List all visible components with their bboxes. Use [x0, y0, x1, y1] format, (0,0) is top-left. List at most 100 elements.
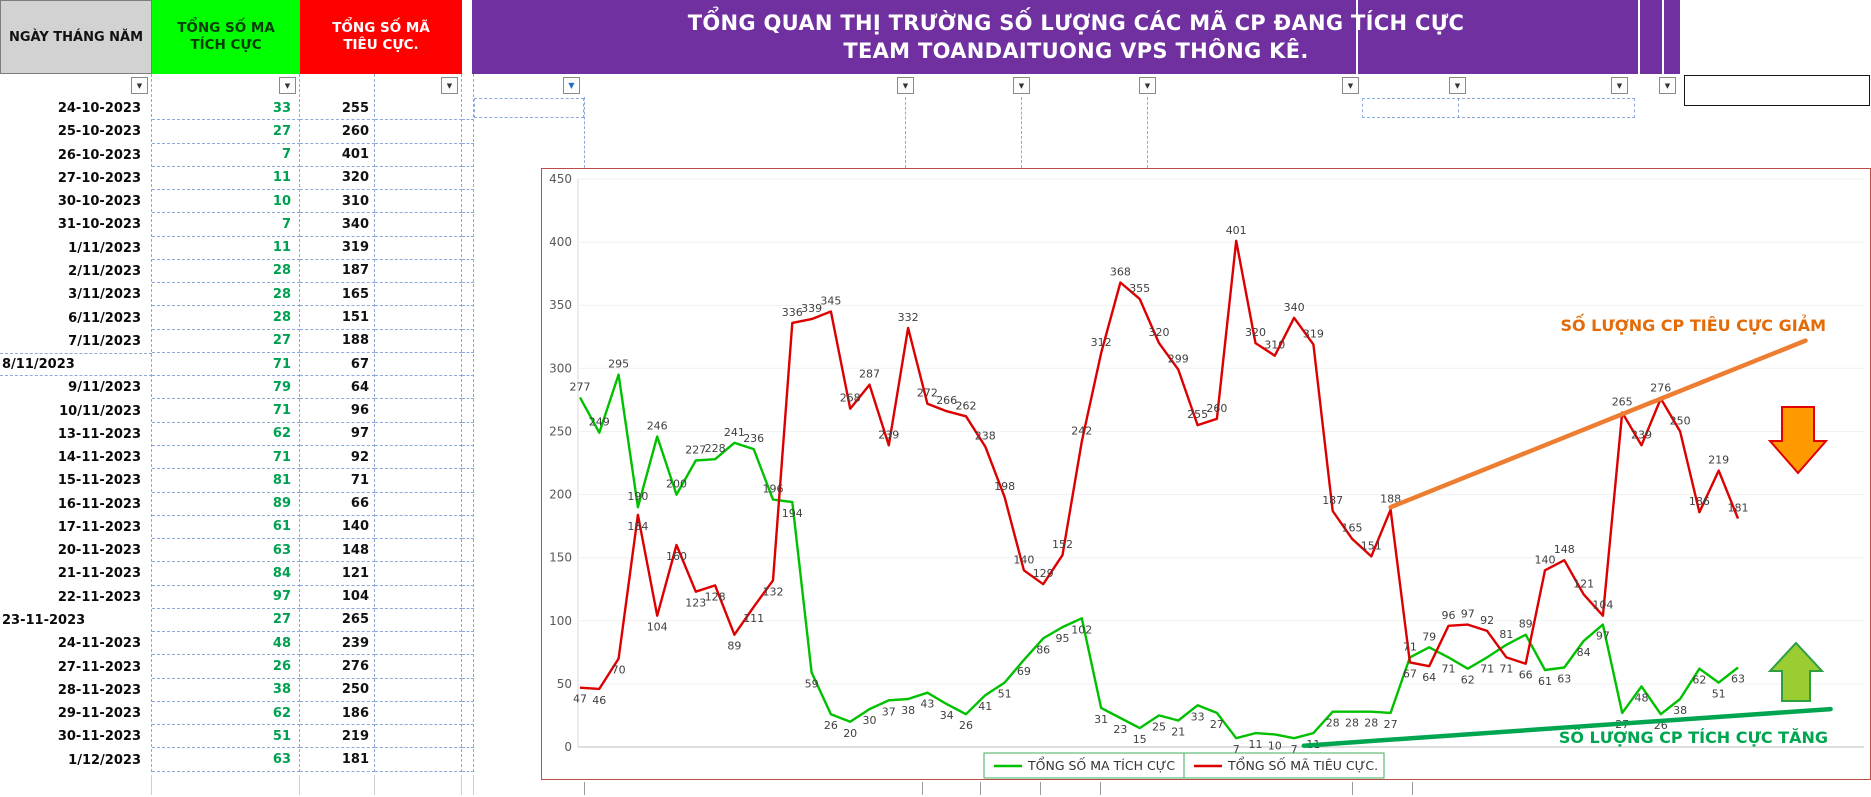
- negative-count-cell[interactable]: 219: [300, 725, 375, 749]
- empty-cell[interactable]: [375, 237, 462, 260]
- positive-count-cell[interactable]: 89: [152, 493, 300, 516]
- negative-count-cell[interactable]: 148: [300, 539, 375, 563]
- date-cell[interactable]: 27-10-2023: [57, 170, 141, 186]
- positive-column-header[interactable]: TỔNG SỐ MA TÍCH CỰC: [152, 0, 300, 74]
- empty-cell[interactable]: [462, 632, 474, 656]
- date-cell[interactable]: 22-11-2023: [57, 589, 141, 605]
- negative-count-cell[interactable]: 92: [300, 446, 375, 470]
- negative-count-cell[interactable]: 319: [300, 237, 375, 260]
- empty-cell[interactable]: [462, 539, 474, 563]
- empty-bordered-cell[interactable]: [1684, 75, 1870, 106]
- empty-cell[interactable]: [375, 702, 462, 726]
- date-cell[interactable]: 27-11-2023: [57, 659, 141, 675]
- negative-count-cell[interactable]: 340: [300, 213, 375, 237]
- date-cell[interactable]: 10/11/2023: [59, 403, 141, 419]
- filter-dropdown-button[interactable]: ▼: [279, 77, 296, 94]
- positive-count-cell[interactable]: 7: [152, 144, 300, 167]
- positive-count-cell[interactable]: 81: [152, 469, 300, 493]
- empty-cell[interactable]: [375, 446, 462, 470]
- empty-cell[interactable]: [462, 609, 474, 633]
- empty-cell[interactable]: [462, 260, 474, 284]
- empty-cell[interactable]: [462, 237, 474, 260]
- empty-cell[interactable]: [375, 423, 462, 446]
- date-cell[interactable]: 26-10-2023: [57, 147, 141, 163]
- positive-count-cell[interactable]: 48: [152, 632, 300, 656]
- filter-dropdown-button[interactable]: ▼: [441, 77, 458, 94]
- empty-cell[interactable]: [375, 469, 462, 493]
- date-cell[interactable]: 13-11-2023: [57, 426, 141, 442]
- negative-column-header[interactable]: TỔNG SỐ MÃ TIÊU CỰC.: [300, 0, 462, 74]
- empty-cell[interactable]: [462, 469, 474, 493]
- negative-count-cell[interactable]: 140: [300, 516, 375, 540]
- empty-cell[interactable]: [462, 97, 474, 121]
- positive-count-cell[interactable]: 61: [152, 516, 300, 540]
- empty-cell[interactable]: [375, 167, 462, 191]
- positive-count-cell[interactable]: 7: [152, 213, 300, 237]
- negative-count-cell[interactable]: 96: [300, 399, 375, 423]
- positive-count-cell[interactable]: 84: [152, 562, 300, 586]
- negative-count-cell[interactable]: 310: [300, 190, 375, 214]
- date-cell[interactable]: 8/11/2023: [0, 352, 152, 377]
- date-cell[interactable]: 30-10-2023: [57, 194, 141, 210]
- empty-cell[interactable]: [462, 167, 474, 191]
- date-cell[interactable]: 2/11/2023: [68, 263, 141, 279]
- empty-cell[interactable]: [375, 399, 462, 423]
- positive-count-cell[interactable]: 71: [152, 399, 300, 423]
- date-cell[interactable]: 1/11/2023: [68, 240, 141, 256]
- negative-count-cell[interactable]: 255: [300, 97, 375, 121]
- date-cell[interactable]: 3/11/2023: [68, 287, 141, 303]
- empty-cell[interactable]: [462, 283, 474, 307]
- empty-cell[interactable]: [375, 562, 462, 586]
- positive-count-cell[interactable]: 38: [152, 679, 300, 702]
- date-cell[interactable]: 15-11-2023: [57, 473, 141, 489]
- positive-count-cell[interactable]: 27: [152, 609, 300, 633]
- date-cell[interactable]: 25-10-2023: [57, 124, 141, 140]
- empty-cell[interactable]: [462, 376, 474, 400]
- positive-count-cell[interactable]: 11: [152, 237, 300, 260]
- positive-count-cell[interactable]: 79: [152, 376, 300, 400]
- empty-cell[interactable]: [462, 493, 474, 516]
- date-cell[interactable]: 17-11-2023: [57, 519, 141, 535]
- empty-cell[interactable]: [462, 190, 474, 214]
- empty-cell[interactable]: [462, 306, 474, 330]
- filter-dropdown-button[interactable]: ▼: [1013, 77, 1030, 94]
- empty-cell[interactable]: [462, 120, 474, 144]
- date-cell[interactable]: 30-11-2023: [57, 729, 141, 745]
- market-overview-chart[interactable]: 0 50 100 150 200 250 300 350 400 450 277 47 249 46 295…: [541, 168, 1871, 780]
- date-cell[interactable]: 16-11-2023: [57, 496, 141, 512]
- negative-count-cell[interactable]: 276: [300, 655, 375, 679]
- empty-cell[interactable]: [462, 423, 474, 446]
- empty-cell[interactable]: [375, 632, 462, 656]
- negative-count-cell[interactable]: 71: [300, 469, 375, 493]
- empty-cell[interactable]: [375, 260, 462, 284]
- negative-count-cell[interactable]: 265: [300, 609, 375, 633]
- negative-count-cell[interactable]: 104: [300, 586, 375, 609]
- negative-count-cell[interactable]: 260: [300, 120, 375, 144]
- positive-count-cell[interactable]: 28: [152, 283, 300, 307]
- positive-count-cell[interactable]: 62: [152, 702, 300, 726]
- date-cell[interactable]: 14-11-2023: [57, 450, 141, 466]
- empty-cell[interactable]: [375, 97, 462, 121]
- empty-dashed-cell[interactable]: [1362, 98, 1635, 118]
- positive-count-cell[interactable]: 63: [152, 539, 300, 563]
- empty-cell[interactable]: [462, 353, 474, 377]
- empty-cell[interactable]: [375, 725, 462, 749]
- positive-count-cell[interactable]: 27: [152, 330, 300, 353]
- empty-cell[interactable]: [462, 330, 474, 353]
- empty-cell[interactable]: [375, 376, 462, 400]
- negative-count-cell[interactable]: 181: [300, 748, 375, 772]
- date-cell[interactable]: 29-11-2023: [57, 706, 141, 722]
- positive-count-cell[interactable]: 63: [152, 748, 300, 772]
- empty-cell[interactable]: [375, 748, 462, 772]
- empty-cell[interactable]: [375, 609, 462, 633]
- date-column-header[interactable]: NGÀY THÁNG NĂM: [0, 0, 152, 74]
- empty-cell[interactable]: [375, 283, 462, 307]
- negative-count-cell[interactable]: 320: [300, 167, 375, 191]
- empty-cell[interactable]: [375, 213, 462, 237]
- filter-dropdown-button[interactable]: ▼: [897, 77, 914, 94]
- date-cell[interactable]: 28-11-2023: [57, 682, 141, 698]
- negative-count-cell[interactable]: 187: [300, 260, 375, 284]
- negative-count-cell[interactable]: 97: [300, 423, 375, 446]
- date-cell[interactable]: 24-11-2023: [57, 636, 141, 652]
- empty-cell[interactable]: [462, 586, 474, 609]
